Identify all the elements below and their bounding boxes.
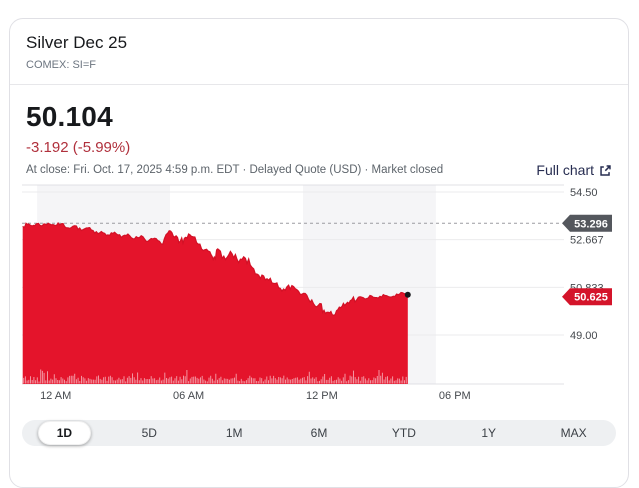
last-price-tag: 50.625 [562,288,612,306]
range-tab-1d[interactable]: 1D [22,420,107,446]
quote-section: 50.104 -3.192 (-5.99%) At close: Fri. Oc… [10,85,628,178]
last-price: 50.104 [26,101,113,132]
y-axis-label: 49.00 [570,330,598,342]
x-axis-label: 12 AM [40,390,71,402]
range-tab-label: 5D [141,426,157,440]
range-tab-label: 1D [37,421,92,445]
last-trade-dot [404,291,411,298]
price-change: -3.192 (-5.99%) [26,139,131,156]
range-tab-1m[interactable]: 1M [192,420,277,446]
card-header: Silver Dec 25 COMEX: SI=F [10,19,628,84]
volume-texture [23,369,407,384]
range-tab-max[interactable]: MAX [531,420,616,446]
instrument-title: Silver Dec 25 [26,33,128,52]
x-axis-label: 06 PM [439,390,471,402]
range-tab-bar: 1D 5D 1M 6M YTD 1Y MAX [22,420,616,446]
y-axis-label: 54.50 [570,187,598,199]
header-divider [10,84,628,85]
range-tab-5d[interactable]: 5D [107,420,192,446]
svg-text:50.625: 50.625 [574,292,608,304]
price-area [22,223,408,384]
price-line [22,222,409,316]
range-tab-label: MAX [560,426,587,440]
y-axis-label: 52.667 [570,235,604,247]
range-tab-6m[interactable]: 6M [277,420,362,446]
range-tab-1y[interactable]: 1Y [446,420,531,446]
external-link-icon [599,164,612,177]
previous-close-tag: 53.296 [562,214,612,232]
quote-meta: At close: Fri. Oct. 17, 2025 4:59 p.m. E… [26,164,444,176]
quote-card: Silver Dec 25 COMEX: SI=F 50.104 -3.192 … [9,18,629,488]
range-tab-label: 1M [225,426,243,440]
range-tab-label: 6M [310,426,328,440]
range-tab-label: YTD [391,426,416,440]
x-axis-label: 12 PM [306,390,338,402]
full-chart-label: Full chart [536,162,594,178]
full-chart-link[interactable]: Full chart [536,162,612,178]
range-tab-ytd[interactable]: YTD [361,420,446,446]
quote-meta-row: At close: Fri. Oct. 17, 2025 4:59 p.m. E… [26,162,612,178]
x-axis-label: 06 AM [173,390,204,402]
range-tab-label: 1Y [481,426,497,440]
svg-text:53.296: 53.296 [574,218,608,230]
exchange-symbol: COMEX: SI=F [26,59,96,71]
